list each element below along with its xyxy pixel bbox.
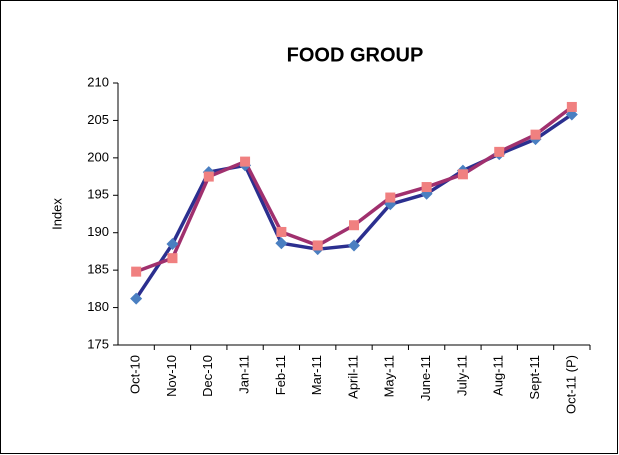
marker [530,129,541,140]
x-tick-label: Nov-10 [164,355,179,397]
x-tick-label: Sept-11 [527,355,542,400]
y-tick-label: 175 [87,336,109,351]
marker [312,240,323,251]
x-tick-label: Aug-11 [491,355,506,396]
x-tick-label: Dec-10 [200,355,215,397]
y-tick-label: 180 [87,299,109,314]
marker [130,292,143,305]
y-tick-label: 185 [87,262,109,277]
marker [494,146,505,157]
marker [385,192,396,203]
x-tick-label: Jan-11 [237,355,252,394]
marker [203,171,214,182]
y-axis-label: Index [49,198,64,230]
y-tick-label: 190 [87,224,109,239]
x-tick-label: July-11 [454,355,469,396]
marker [275,237,288,250]
chart-title: FOOD GROUP [287,44,424,66]
marker [457,169,468,180]
y-tick-label: 200 [87,149,109,164]
x-tick-label: Oct-10 [128,355,143,394]
y-tick-label: 210 [87,74,109,89]
marker [166,237,179,250]
marker [167,253,178,264]
y-tick-label: 205 [87,112,109,127]
x-tick-label: May-11 [382,355,397,397]
marker [131,266,142,277]
x-tick-label: June-11 [418,355,433,401]
y-tick-label: 195 [87,187,109,202]
x-tick-label: April-11 [345,355,360,399]
x-tick-label: Oct-11 (P) [563,355,578,414]
x-tick-label: Feb-11 [273,355,288,395]
x-tick-label: Mar-11 [309,355,324,395]
marker [566,101,577,112]
marker [240,156,251,167]
marker [349,220,359,231]
marker [348,239,360,252]
marker [276,226,287,237]
marker [421,182,432,193]
